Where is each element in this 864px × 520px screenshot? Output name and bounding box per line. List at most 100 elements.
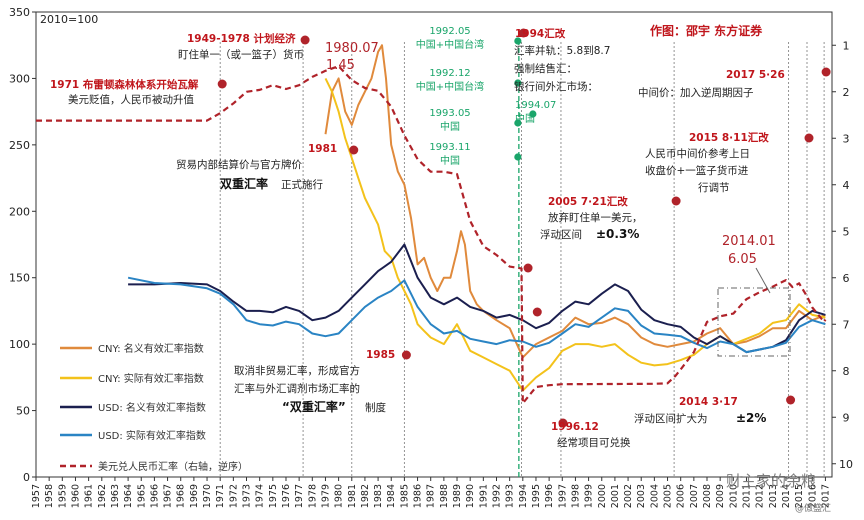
x-tick-label: 1965: [136, 484, 147, 508]
x-axis: 1957 1958 1959 1960 1961 1962 1963 1964 1965 1966…: [31, 477, 831, 508]
series-line-2: [128, 243, 826, 354]
annotation-2015-desc-1: 人民币中间价参考上日: [645, 147, 750, 160]
green-event-dot: [514, 79, 522, 87]
x-tick-label: 2002: [623, 484, 634, 508]
green-annotation-desc: 中国+中国台湾: [416, 38, 484, 51]
annotation-2014-desc: 浮动区间扩大为: [634, 412, 708, 425]
x-tick-label: 1990: [465, 484, 476, 508]
x-tick-label: 1962: [97, 484, 108, 508]
x-tick-label: 1961: [84, 484, 95, 508]
x-tick-label: 2000: [597, 484, 608, 508]
event-dot: [523, 263, 533, 273]
legend-label-1: CNY: 实际有效汇率指数: [98, 372, 204, 385]
annotation-2015-desc-3: 行调节: [698, 181, 730, 194]
event-dot: [401, 350, 411, 360]
legend: CNY: 名义有效汇率指数 CNY: 实际有效汇率指数 USD: 名义有效汇率指数 U…: [60, 342, 248, 473]
x-tick-label: 1957: [31, 484, 42, 508]
x-tick-label: 2010: [728, 484, 739, 508]
x-tick-label: 1971: [215, 484, 226, 508]
x-tick-label: 1978: [307, 484, 318, 508]
x-tick-label: 2008: [702, 484, 713, 508]
y-right-tick-label: 6: [843, 272, 850, 285]
annotation-1971-desc: 美元贬值，人民币被动升值: [68, 93, 194, 106]
watermark: 财主家的余粮: [726, 472, 816, 490]
x-tick-label: 2012: [755, 484, 766, 508]
annotation-2005-title: 2005 7·21汇改: [548, 195, 628, 208]
y-right-tick-label: 2: [843, 86, 850, 99]
y-axis-left: 0 50 100 150 200 250 300 350: [9, 6, 36, 484]
x-tick-label: 1959: [57, 484, 68, 508]
annotation-1981-title: 1981: [308, 143, 337, 155]
annotation-1985-desc-1: 取消非贸易汇率，形成官方: [234, 364, 360, 377]
annotation-2017-desc: 中间价：加入逆周期因子: [638, 86, 754, 99]
x-tick-label: 1966: [149, 484, 160, 508]
annotation-2015-title: 2015 8·11汇改: [689, 131, 769, 144]
green-annotation-desc: 中国: [440, 154, 460, 167]
x-tick-label: 1973: [242, 484, 253, 508]
y-right-tick-label: 4: [843, 179, 850, 192]
y-left-tick-label: 0: [23, 471, 30, 484]
x-tick-label: 1995: [531, 484, 542, 508]
annotation-1996-desc: 经常项目可兑换: [557, 436, 631, 449]
x-tick-label: 1987: [426, 484, 437, 508]
event-dot: [532, 307, 542, 317]
legend-label-4: 美元兑人民币汇率（右轴，逆序）: [98, 460, 248, 473]
x-tick-label: 1975: [268, 484, 279, 508]
annotation-1985-desc-2: 汇率与外汇调剂市场汇率的: [234, 382, 360, 395]
annotation-1985-bold: “双重汇率”: [282, 399, 346, 414]
green-event-dot: [529, 110, 537, 118]
y-right-tick-label: 10: [839, 458, 853, 471]
y-axis-right: 1 2 3 4 5 6 7 8 9 10: [832, 39, 853, 471]
y-right-tick-label: 3: [843, 132, 850, 145]
x-tick-label: 1964: [123, 484, 134, 508]
green-annotation-date: 1993.05: [429, 108, 470, 119]
annotation-1971-title: 1971 布雷顿森林体系开始瓦解: [50, 78, 199, 91]
event-dot: [300, 35, 310, 45]
x-tick-label: 1988: [439, 484, 450, 508]
green-annotation-desc: 中国+中国台湾: [416, 80, 484, 93]
x-tick-label: 2006: [676, 484, 687, 508]
x-tick-label: 1994: [518, 484, 529, 508]
x-tick-label: 2007: [689, 484, 700, 508]
callout-pointer: [755, 267, 771, 294]
x-tick-label: 2009: [715, 484, 726, 508]
annotation-2014-bold: ±2%: [736, 411, 766, 425]
annotation-1985-title: 1985: [366, 349, 395, 361]
green-annotation-date: 1994.07: [515, 100, 556, 111]
chart-credit: 作图：邵宇 东方证券: [650, 23, 763, 38]
annotation-1985-tail: 制度: [365, 401, 386, 414]
x-tick-label: 2017: [820, 484, 831, 508]
x-tick-label: 1979: [320, 484, 331, 508]
x-tick-label: 1984: [386, 484, 397, 508]
y-left-tick-label: 200: [9, 205, 30, 218]
annotation-1980-peak-value: 1.45: [326, 58, 355, 73]
x-tick-label: 1989: [452, 484, 463, 508]
x-tick-label: 1980: [334, 484, 345, 508]
x-tick-label: 1998: [570, 484, 581, 508]
annotation-2014-title: 2014 3·17: [679, 396, 738, 408]
green-event-dot: [514, 119, 522, 127]
y-right-tick-label: 9: [843, 411, 850, 424]
series-line-3: [127, 276, 826, 354]
event-dot: [349, 145, 359, 155]
x-tick-label: 1992: [491, 484, 502, 508]
legend-label-0: CNY: 名义有效汇率指数: [98, 342, 204, 355]
annotation-2005-bold: ±0.3%: [596, 227, 639, 241]
y-left-tick-label: 300: [9, 72, 30, 85]
x-tick-label: 2004: [649, 484, 660, 508]
x-tick-label: 1969: [189, 484, 200, 508]
green-annotation-date: 1992.12: [429, 68, 470, 79]
annotation-planned-title: 1949-1978 计划经济: [187, 32, 296, 45]
annotation-2005-desc-1: 放弃盯住单一美元，: [548, 211, 643, 224]
y-left-tick-label: 100: [9, 338, 30, 351]
green-annotation-desc: 中国: [515, 112, 535, 125]
x-tick-label: 2013: [768, 484, 779, 508]
x-tick-label: 1996: [544, 484, 555, 508]
x-tick-label: 1960: [70, 484, 81, 508]
y-right-tick-label: 7: [843, 318, 850, 331]
y-right-tick-label: 1: [843, 39, 850, 52]
legend-label-2: USD: 名义有效汇率指数: [98, 401, 206, 414]
event-dot: [518, 28, 528, 38]
x-tick-label: 1983: [373, 484, 384, 508]
